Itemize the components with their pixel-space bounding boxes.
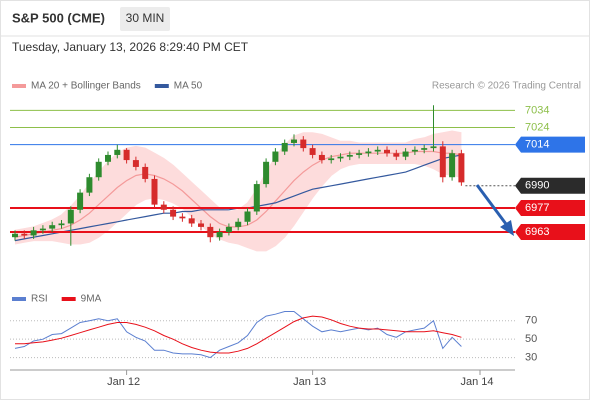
indicator-line [14,311,462,359]
candle-body [309,148,316,155]
candle-body [114,149,121,155]
candle-body [105,154,111,162]
x-tick-label: Jan 13 [293,376,326,388]
candle-body [132,160,139,167]
legend-swatch [61,297,76,301]
candle-body [216,232,223,238]
candle-body [356,153,363,155]
legend-label: MA 20 + Bollinger Bands [31,81,141,92]
level-label: 7024 [525,121,549,133]
candle-body [328,158,335,161]
candle-body [318,154,325,161]
legend-label: MA 50 [174,81,203,92]
candle-body [86,177,93,193]
candle-body [58,223,65,226]
band-edge [14,163,462,252]
legend-swatch [12,84,26,88]
x-tick-label: Jan 12 [107,376,140,388]
candle-body [374,149,381,152]
candle-body [67,209,74,224]
candle-body [272,151,279,162]
y-tick-label: 70 [525,315,537,327]
candle-body [225,226,232,233]
indicator-line [15,315,462,354]
arrow-head [500,220,514,236]
candle-body [77,192,84,210]
candle-body [402,151,409,157]
candle-body [365,151,372,154]
level-label: 6977 [525,202,549,214]
candle-body [384,149,390,154]
candle-body [291,139,297,143]
title: S&P 500 (CME) [12,10,105,25]
y-tick-label: 30 [525,352,537,364]
y-tick-label: 50 [525,333,537,345]
candle-body [263,161,270,185]
timeframe-box [120,7,170,31]
candle-body [430,146,437,149]
candle-body [170,209,177,217]
level-box [515,177,585,194]
level-label: 6963 [525,226,549,238]
candle-body [188,218,195,224]
candle-body [30,230,37,236]
candle-body [179,216,186,219]
candle-body [346,154,353,157]
candle-body [300,139,307,149]
candle-body [198,223,204,227]
candle-body [393,153,400,157]
candle-body [95,161,102,178]
legend-swatch [154,84,169,88]
candle-body [421,148,428,150]
candle-body [39,228,46,231]
candle-body [253,184,260,212]
candle-body [142,166,149,179]
candle-body [411,149,418,152]
candle-body [151,178,158,205]
copyright: Research © 2026 Trading Central [432,81,581,92]
arrow-shaft [475,184,508,225]
legend-swatch [12,297,26,301]
candle-body [21,233,28,236]
candle-body [449,153,456,178]
forecast-arrow [475,184,514,236]
level-label: 7014 [525,139,549,151]
x-tick-label: Jan 14 [460,376,493,388]
candle-body [123,149,130,161]
legend-label: 9MA [81,294,102,305]
candle-body [12,233,18,238]
datetime: Tuesday, January 13, 2026 8:29:40 PM CET [12,40,249,54]
level-label: 7034 [525,104,549,116]
level-box [515,136,585,153]
candle-body [337,156,344,159]
candle-body [235,221,242,227]
candle-body [281,142,288,152]
level-box [515,200,585,217]
candle-body [439,146,446,178]
level-box [515,224,585,241]
candle-body [49,225,56,229]
candle-body [207,226,214,238]
legend-label: RSI [31,294,48,305]
candle-body [458,153,465,183]
candle-body [160,204,167,210]
timeframe: 30 MIN [126,11,165,25]
candle-body [244,211,251,222]
level-label: 6990 [525,180,549,192]
